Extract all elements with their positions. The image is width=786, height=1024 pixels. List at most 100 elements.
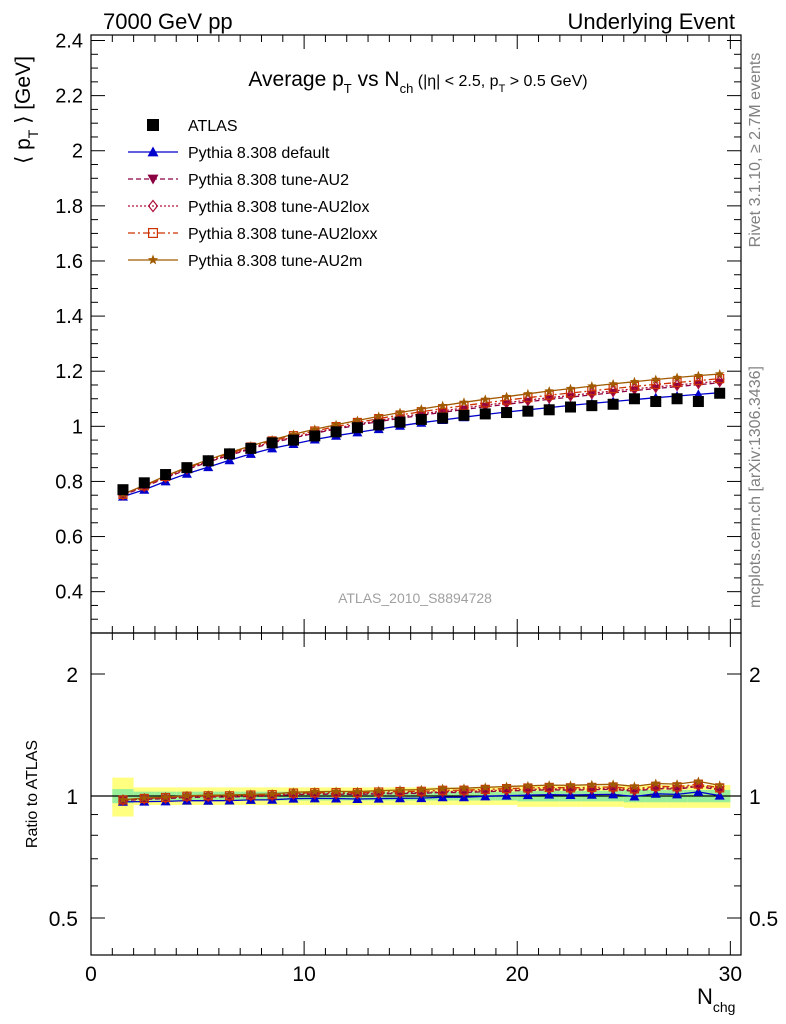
x-axis-label: Nchg	[697, 984, 735, 1015]
atlas-point	[160, 469, 172, 481]
au2m-point	[480, 782, 490, 792]
x-tick-label: 30	[719, 963, 742, 986]
ratio-plot-frame	[90, 632, 742, 956]
au2-point	[147, 174, 159, 185]
y-tick-label: 0.6	[55, 527, 83, 549]
atlas-point	[224, 448, 236, 460]
series-line	[122, 377, 720, 496]
rivet-label: Rivet 3.1.10, ≥ 2.7M events	[747, 53, 764, 248]
au2m-point	[147, 254, 159, 265]
au2m-point	[160, 792, 171, 802]
atlas-point	[181, 462, 193, 474]
au2lox-point	[565, 389, 576, 402]
atlas-point	[415, 413, 427, 425]
au2m-point	[693, 370, 704, 380]
au2m-point	[523, 388, 533, 398]
au2lox-point	[608, 782, 618, 795]
atlas-point	[245, 442, 257, 454]
x-tick-label: 10	[292, 963, 315, 986]
analysis-label: ATLAS_2010_S8894728	[338, 590, 492, 606]
au2m-point	[246, 789, 256, 799]
au2m-point	[501, 781, 512, 791]
au2m-point	[714, 780, 725, 790]
atlas-point	[628, 393, 640, 405]
au2loxx-point	[148, 228, 159, 239]
atlas-point	[437, 412, 449, 424]
legend-label: Pythia 8.308 tune-AU2m	[188, 253, 362, 270]
default-point	[714, 790, 725, 800]
main-series	[117, 369, 726, 501]
ratio-y-tick-label: 1	[66, 786, 78, 809]
atlas-point	[117, 484, 129, 496]
au2m-point	[373, 785, 384, 795]
au2m-point	[459, 783, 469, 793]
atlas-point	[479, 408, 491, 420]
series-line	[122, 373, 720, 495]
au2m-point	[629, 376, 640, 386]
au2m-point	[565, 780, 576, 790]
ratio-y-tick-label-right: 1	[749, 786, 761, 809]
axes: 0 10 20 30 0.4 0.6 0.8 1 1.2 1.4 1.6 1.8 2 2.2 2.4 0.5 0…	[49, 31, 778, 986]
atlas-point	[330, 426, 342, 438]
au2m-point	[118, 794, 128, 804]
ratio-y-tick-label: 2	[66, 664, 78, 687]
atlas-point	[458, 409, 470, 421]
au2m-point	[501, 391, 512, 401]
legend-label: Pythia 8.308 tune-AU2lox	[188, 199, 369, 216]
atlas-point	[287, 434, 299, 446]
au2m-point	[310, 786, 320, 796]
legend-label: ATLAS	[188, 118, 238, 135]
atlas-point	[138, 477, 150, 489]
au2-point	[458, 788, 469, 798]
au2m-point	[395, 407, 405, 417]
atlas-point	[373, 419, 385, 431]
y-tick-label: 0.4	[55, 582, 83, 604]
au2m-point	[544, 386, 554, 396]
au2-point	[565, 393, 576, 403]
default-point	[147, 146, 159, 157]
legend-label: Pythia 8.308 default	[188, 145, 330, 162]
atlas-point	[543, 404, 555, 416]
ratio-y-tick-label-right: 0.5	[749, 908, 778, 931]
atlas-point	[394, 416, 406, 428]
ratio-y-tick-label: 0.5	[49, 908, 78, 931]
au2m-point	[267, 789, 277, 798]
au2m-point	[310, 424, 320, 434]
au2m-point	[182, 790, 192, 800]
mcplots-label: mcplots.cern.ch [arXiv:1306.3436]	[747, 366, 764, 608]
au2m-point	[416, 404, 427, 413]
atlas-point	[309, 430, 321, 442]
series-line	[122, 382, 720, 496]
atlas-point	[692, 396, 704, 408]
ratio-series-line	[122, 784, 720, 801]
atlas-point	[650, 396, 662, 408]
au2m-point	[672, 779, 682, 789]
au2m-point	[672, 372, 682, 382]
energy-label: 7000 GeV pp	[103, 9, 233, 34]
plot-title: Average pT vs Nch (|η| < 2.5, pT > 0.5 G…	[248, 68, 587, 96]
au2m-point	[587, 381, 597, 391]
au2lox-point	[147, 199, 159, 213]
au2m-point	[629, 781, 640, 791]
atlas-point	[714, 387, 726, 399]
au2m-point	[565, 383, 576, 393]
y-tick-label: 1.4	[55, 306, 83, 328]
au2m-point	[331, 419, 341, 429]
au2m-point	[288, 787, 299, 797]
legend-label: Pythia 8.308 tune-AU2	[188, 172, 349, 189]
au2m-point	[587, 779, 597, 789]
au2m-point	[373, 411, 384, 421]
y-tick-label: 2.2	[55, 86, 83, 108]
atlas-point	[351, 422, 363, 434]
au2m-point	[437, 783, 448, 793]
y-tick-label: 1	[72, 416, 83, 438]
y-tick-label: 0.8	[55, 471, 83, 493]
y-axis-label: ⟨ pT ⟩ [GeV]	[12, 56, 41, 164]
au2m-point	[608, 779, 618, 789]
y-tick-label: 2.4	[55, 31, 83, 53]
atlas-point	[266, 437, 278, 449]
au2lox-point	[714, 375, 725, 388]
au2m-point	[459, 397, 469, 407]
au2m-point	[544, 780, 554, 790]
atlas-point	[586, 400, 598, 412]
